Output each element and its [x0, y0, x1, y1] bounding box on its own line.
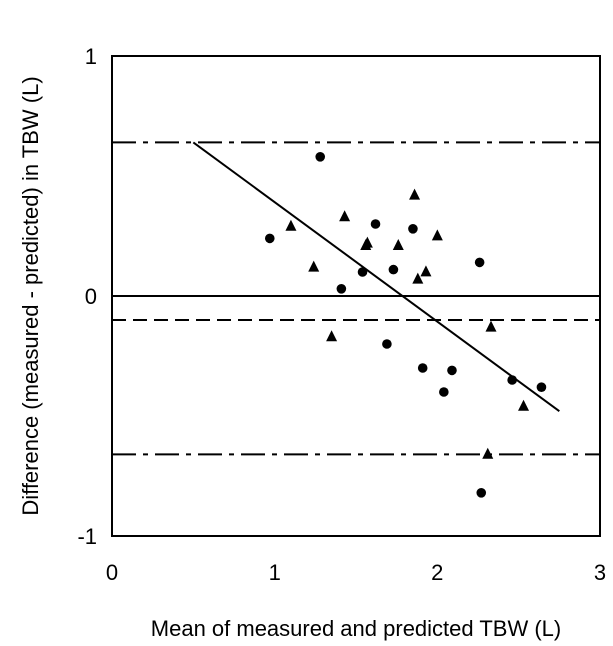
x-tick-label: 1	[269, 560, 281, 585]
triangle-point	[361, 236, 373, 248]
circle-point	[370, 219, 381, 229]
x-tick-labels: 0 1 2 3	[106, 560, 606, 585]
circle-point	[536, 382, 547, 393]
x-axis-title: Mean of measured and predicted TBW (L)	[151, 616, 561, 641]
circle-point	[507, 375, 517, 385]
triangle-point	[285, 219, 297, 231]
circle-point	[264, 233, 275, 244]
x-tick-label: 0	[106, 560, 118, 585]
reference-lines	[112, 141, 600, 456]
triangle-point	[339, 210, 351, 222]
circle-point	[408, 224, 418, 234]
x-tick-label: 2	[431, 560, 443, 585]
circle-point	[476, 488, 487, 498]
triangle-point	[482, 447, 494, 459]
circle-point	[336, 284, 347, 294]
regression-line	[192, 141, 560, 413]
circle-point	[474, 257, 485, 268]
triangle-point	[392, 239, 404, 250]
y-tick-labels: 1 0 -1	[77, 44, 97, 549]
y-tick-label: 1	[85, 44, 97, 69]
triangle-point	[409, 188, 421, 200]
triangle-point	[485, 320, 497, 332]
triangle-point	[518, 399, 530, 411]
circle-point	[357, 267, 368, 277]
circle-point	[382, 339, 392, 349]
circle-point	[439, 387, 449, 397]
y-axis-title: Difference (measured - predicted) in TBW…	[18, 76, 43, 515]
circle-point	[315, 152, 326, 162]
triangle-point	[308, 260, 320, 272]
triangle-point	[420, 265, 432, 277]
circle-point	[388, 264, 399, 275]
circle-point	[447, 365, 457, 376]
triangle-point	[412, 272, 424, 284]
triangle-point	[326, 330, 338, 342]
plot-frame	[111, 55, 601, 537]
x-tick-label: 3	[594, 560, 606, 585]
circle-point	[417, 363, 428, 373]
y-tick-label: 0	[85, 284, 97, 309]
y-tick-label: -1	[77, 524, 97, 549]
triangle-point	[431, 229, 443, 241]
data-points	[264, 152, 547, 498]
